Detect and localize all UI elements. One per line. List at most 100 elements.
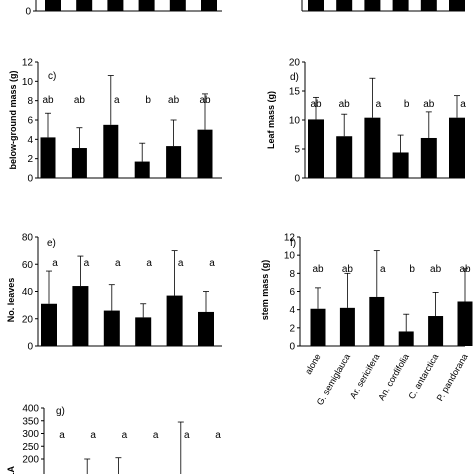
bar (76, 0, 93, 11)
y-tick-label: 20 (22, 314, 34, 325)
bar (40, 137, 56, 178)
bar (201, 0, 217, 11)
significance-letter: a (184, 430, 190, 441)
panel-label: e) (47, 238, 56, 249)
significance-letter: a (114, 95, 120, 106)
y-tick-label: 80 (22, 233, 34, 244)
y-tick-label: 0 (294, 174, 300, 185)
category-label: C. antarctica (406, 352, 440, 401)
y-tick-label: 0 (289, 342, 295, 353)
bar (166, 295, 183, 346)
significance-letter: a (52, 258, 58, 269)
significance-letter: ab (339, 99, 351, 110)
bar (107, 0, 124, 11)
bar (103, 124, 119, 178)
bar (198, 311, 214, 346)
bar (134, 161, 150, 178)
y-tick-label: 8 (27, 96, 33, 107)
y-tick-label: 2 (27, 154, 33, 165)
significance-letter: ab (459, 264, 471, 275)
y-tick-label: 2 (289, 323, 295, 334)
y-tick-label: 15 (289, 87, 301, 98)
bar (336, 136, 353, 178)
bar (169, 0, 186, 11)
bar (457, 301, 473, 346)
y-axis-label: No. leaves (6, 278, 16, 323)
y-tick-label: 10 (289, 116, 301, 127)
y-tick-label: 4 (27, 135, 33, 146)
y-axis-label: LA (6, 466, 16, 474)
y-tick-label: 6 (289, 287, 295, 298)
y-tick-label: 20 (289, 58, 301, 69)
y-tick-label: 12 (284, 233, 296, 244)
bar (308, 119, 324, 178)
significance-letter: ab (312, 264, 324, 275)
y-tick-label: 60 (22, 260, 34, 271)
panel-label: c) (48, 71, 56, 82)
bar (45, 0, 61, 11)
significance-letter: b (404, 99, 410, 110)
significance-letter: a (146, 258, 152, 269)
y-axis-label: below-ground mass (g) (8, 70, 18, 169)
y-tick-label: 10 (22, 77, 34, 88)
significance-letter: b (409, 264, 415, 275)
y-axis-label: Leaf mass (g) (266, 91, 276, 149)
category-label: P. pandorana (435, 352, 470, 403)
bar (392, 0, 409, 11)
y-tick-label: 12 (22, 58, 34, 69)
y-tick-label: 350 (22, 416, 39, 427)
bar (392, 152, 409, 178)
significance-letter: a (380, 264, 386, 275)
bar (41, 303, 57, 346)
panel-label: f) (290, 238, 296, 249)
y-tick-label: 200 (22, 455, 39, 466)
y-tick-label: 5 (294, 145, 300, 156)
significance-letter: a (59, 430, 65, 441)
significance-letter: ab (430, 264, 442, 275)
panel-label: g) (56, 406, 65, 417)
y-tick-label: 10 (284, 251, 296, 262)
y-tick-label: 0 (27, 174, 33, 185)
bar (103, 310, 120, 346)
bar (138, 0, 155, 11)
y-tick-label: 300 (22, 429, 39, 440)
significance-letter: ab (74, 95, 86, 106)
bar (420, 0, 437, 11)
significance-letter: a (84, 258, 90, 269)
bar (428, 316, 444, 346)
significance-letter: a (178, 258, 184, 269)
bar (308, 0, 324, 11)
significance-letter: ab (168, 95, 180, 106)
category-label: alone (303, 352, 323, 376)
significance-letter: ab (423, 99, 435, 110)
bar (449, 117, 465, 178)
bar (398, 331, 414, 346)
panel-label: d) (290, 72, 299, 83)
bar (71, 148, 87, 178)
y-tick-label: 400 (22, 404, 39, 415)
y-tick-label: 4 (289, 305, 295, 316)
significance-letter: a (153, 430, 159, 441)
significance-letter: a (122, 430, 128, 441)
bar (166, 146, 182, 178)
category-label: An. cordifolia (376, 352, 411, 402)
bar (364, 117, 381, 178)
bar (364, 0, 381, 11)
bar (449, 0, 465, 11)
bar (339, 307, 355, 346)
significance-letter: a (215, 430, 221, 441)
y-tick-label: 250 (22, 442, 39, 453)
y-tick-label: 40 (22, 287, 34, 298)
y-tick-label: 8 (289, 269, 295, 280)
significance-letter: a (209, 258, 215, 269)
bar (197, 129, 213, 178)
significance-letter: a (460, 99, 466, 110)
bar (310, 308, 326, 346)
significance-letter: ab (199, 95, 211, 106)
significance-letter: b (145, 95, 151, 106)
significance-letter: ab (42, 95, 54, 106)
bar (369, 296, 385, 346)
category-label: Ar. sericifera (348, 352, 382, 400)
y-tick-label: 6 (27, 116, 33, 127)
